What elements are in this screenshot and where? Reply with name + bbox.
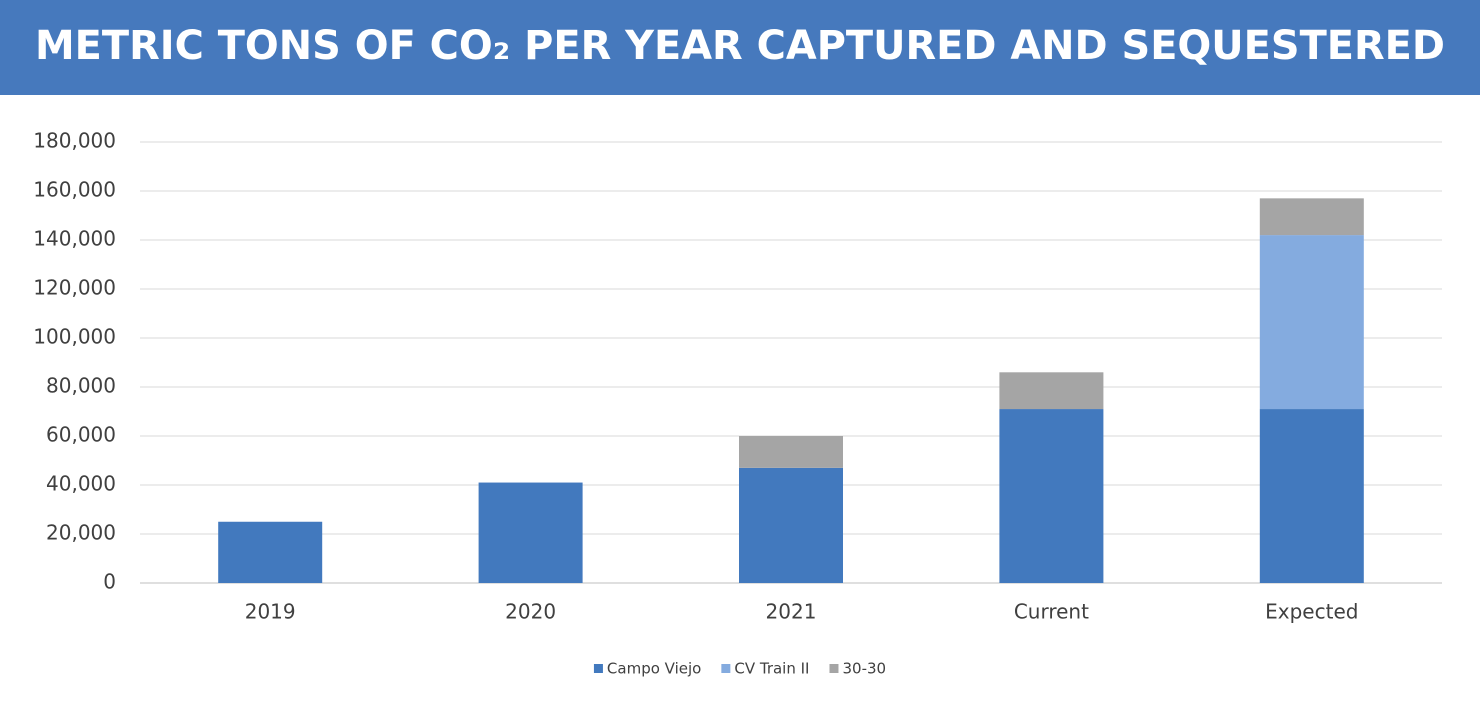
y-tick-label: 100,000 <box>33 325 116 349</box>
x-tick-label: Expected <box>1265 600 1358 624</box>
legend-swatch <box>593 664 603 673</box>
y-tick-label: 160,000 <box>33 178 116 202</box>
bar-segment <box>1259 235 1364 410</box>
x-tick-label: 2021 <box>766 600 817 624</box>
bar-segment <box>218 521 323 583</box>
legend: Campo Viejo CV Train II 30-30 <box>593 660 886 678</box>
legend-label: 30-30 <box>842 660 886 678</box>
y-tick-label: 120,000 <box>33 276 116 300</box>
y-tick-label: 140,000 <box>33 227 116 251</box>
bar-segment <box>1259 409 1364 583</box>
bar-segment <box>478 482 583 583</box>
chart-title: METRIC TONS OF CO₂ PER YEAR CAPTURED AND… <box>35 23 1445 69</box>
y-tick-label: 60,000 <box>46 423 116 447</box>
bar-segment <box>999 372 1104 410</box>
bar-segment <box>739 467 843 583</box>
bar-segment <box>739 436 843 468</box>
x-tick-label: Current <box>1014 600 1089 624</box>
y-tick-label: 180,000 <box>33 129 116 153</box>
legend-swatch <box>721 664 731 673</box>
legend-swatch <box>829 664 839 673</box>
bar-segment <box>999 409 1104 583</box>
x-tick-label: 2019 <box>245 600 296 624</box>
legend-label: Campo Viejo <box>607 660 701 678</box>
y-tick-label: 20,000 <box>46 521 116 545</box>
legend-label: CV Train II <box>734 660 809 678</box>
header-band <box>0 0 1480 95</box>
x-tick-label: 2020 <box>505 600 556 624</box>
y-tick-label: 80,000 <box>46 374 116 398</box>
bar-segment <box>1259 198 1364 236</box>
y-tick-label: 0 <box>103 570 116 594</box>
y-tick-label: 40,000 <box>46 472 116 496</box>
